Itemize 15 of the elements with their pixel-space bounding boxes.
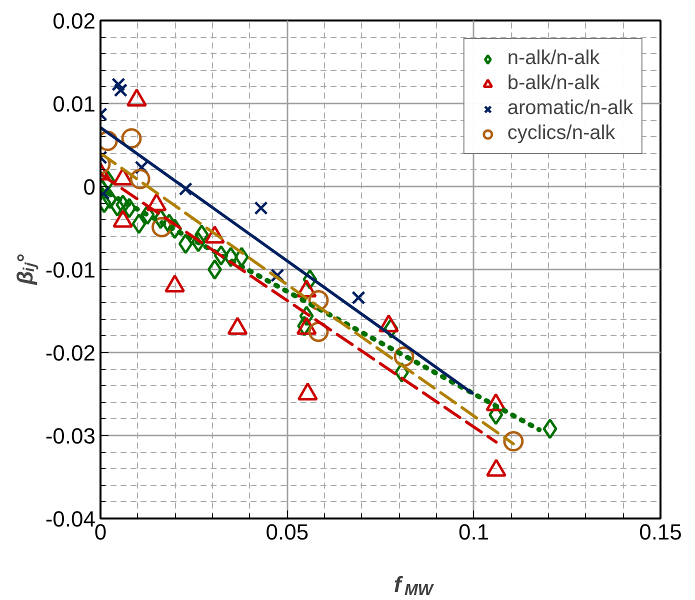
legend-label: b-alk/n-alk [507,72,600,95]
y-tick-label: -0.04 [45,506,96,532]
x-tick-label: 0.1 [458,520,490,544]
y-tick-label: -0.01 [45,258,96,282]
legend-label: aromatic/n-alk [507,97,633,120]
legend-label: cyclics/n-alk [507,122,616,145]
y-axis-title: βᵢⱼ° [12,254,38,286]
y-tick-label: 0.02 [52,8,96,34]
legend-label: n-alk/n-alk [507,47,600,70]
x-tick-label: 0.05 [266,520,309,544]
x-tick-label: 0.15 [639,520,682,544]
y-tick-label: 0.01 [52,92,96,116]
y-tick-label: -0.02 [45,340,96,366]
y-tick-label: -0.03 [45,424,96,448]
y-tick-label: 0 [83,174,96,200]
